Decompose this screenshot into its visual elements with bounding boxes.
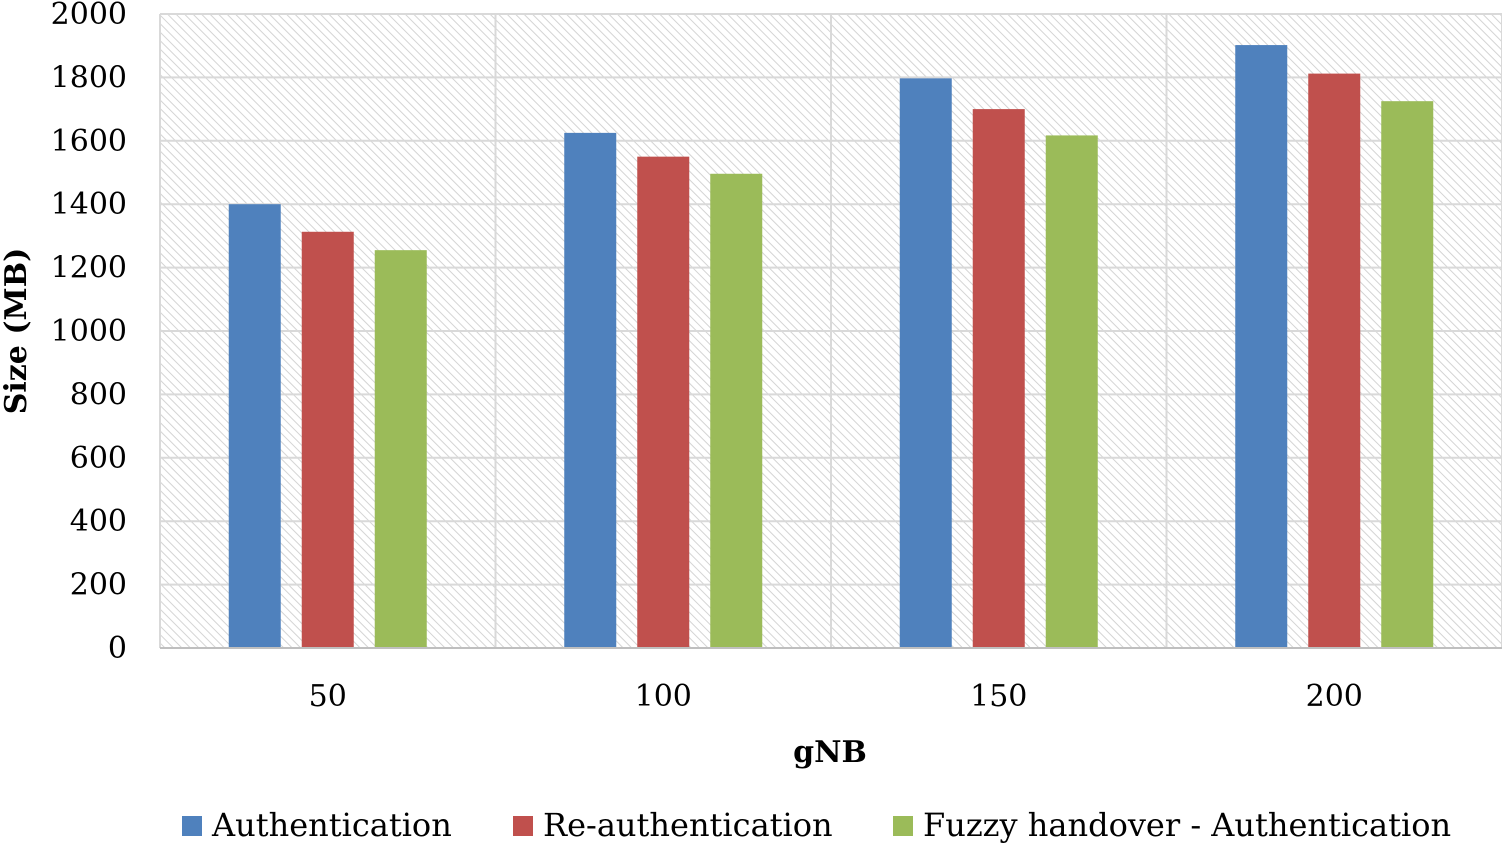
legend-label: Fuzzy handover - Authentication [923, 806, 1451, 844]
legend-swatch [182, 816, 202, 836]
bars [228, 45, 1434, 649]
bar [1045, 135, 1098, 648]
legend-swatch [893, 816, 913, 836]
legend-swatch [513, 816, 533, 836]
bar [972, 109, 1025, 649]
legend-label: Authentication [211, 806, 452, 844]
y-tick-label: 200 [70, 568, 127, 603]
bar [1381, 101, 1434, 649]
y-tick-label: 600 [70, 441, 127, 476]
x-tick-label: 50 [309, 679, 347, 714]
y-tick-label: 0 [108, 631, 127, 666]
bar [228, 204, 281, 648]
bar [899, 78, 952, 648]
bar [1308, 73, 1361, 648]
legend: Authentication Re-authentication Fuzzy han… [182, 806, 1451, 844]
axes: 0 200 400 600 800 1000 1200 1400 1600 1800 2000 50 1… [51, 0, 1502, 714]
y-tick-label: 1000 [51, 314, 127, 349]
x-tick-label: 100 [635, 679, 692, 714]
x-axis-title: gNB [793, 735, 867, 770]
bar [564, 132, 617, 648]
y-tick-label: 400 [70, 504, 127, 539]
x-tick-label: 150 [970, 679, 1027, 714]
bar [1235, 45, 1288, 649]
bar [301, 231, 354, 649]
x-tick-label: 200 [1306, 679, 1363, 714]
bar [637, 156, 690, 648]
y-axis-title: Size (MB) [0, 248, 34, 415]
y-tick-label: 2000 [51, 0, 127, 32]
bar [710, 173, 763, 648]
bar [374, 250, 427, 649]
y-tick-label: 1400 [51, 187, 127, 222]
y-tick-label: 1800 [51, 60, 127, 95]
y-tick-label: 1600 [51, 124, 127, 159]
y-tick-label: 800 [70, 377, 127, 412]
y-tick-label: 1200 [51, 251, 127, 286]
legend-label: Re-authentication [543, 806, 833, 844]
